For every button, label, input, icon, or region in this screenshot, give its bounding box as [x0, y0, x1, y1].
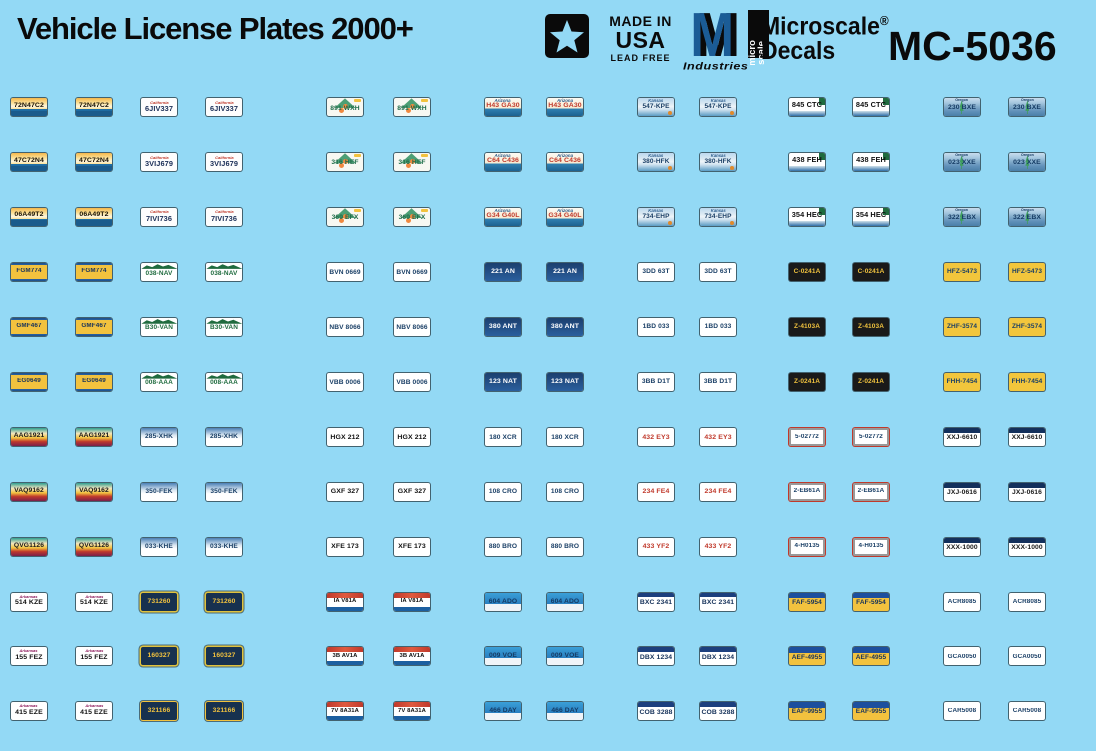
svg-text:M: M	[690, 7, 734, 65]
